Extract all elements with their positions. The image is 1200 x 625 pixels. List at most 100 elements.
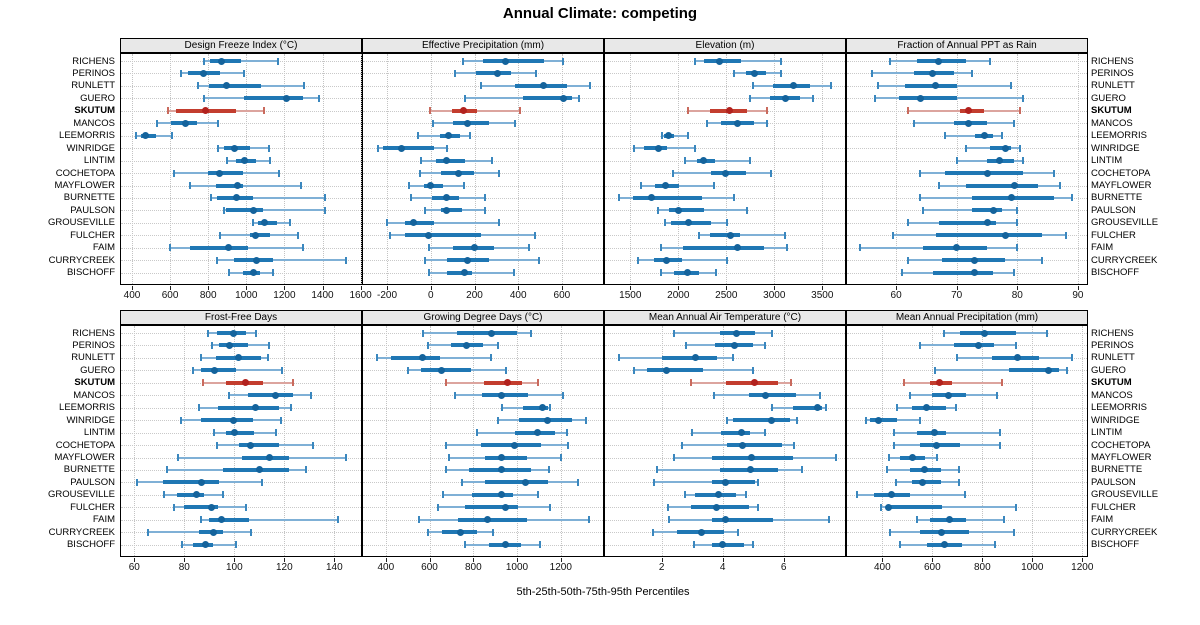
cap-5th — [668, 516, 671, 524]
interval-25th-75th — [210, 59, 242, 63]
median-dot — [260, 219, 268, 227]
median-dot — [249, 269, 257, 277]
station-label-right: WINRIDGE — [1091, 414, 1140, 426]
interval-25th-75th — [241, 455, 290, 460]
cap-95th — [1016, 219, 1019, 227]
axis-tick — [896, 286, 898, 290]
axis-tick — [982, 558, 984, 562]
axis-tick — [882, 558, 884, 562]
station-label-right: LINTIM — [1091, 427, 1123, 439]
axis-tick-label: 120 — [275, 562, 293, 573]
median-dot — [916, 94, 924, 102]
cap-5th — [907, 219, 910, 227]
interval-5th-95th — [200, 518, 338, 521]
station-label-right: GUERO — [1091, 364, 1126, 376]
cap-95th — [785, 244, 788, 252]
cap-95th — [497, 219, 500, 227]
cap-95th — [562, 391, 564, 399]
cap-5th — [377, 144, 380, 152]
gridline-horizontal — [847, 407, 1087, 409]
axis-tick — [630, 286, 632, 290]
median-dot — [980, 132, 988, 140]
cap-5th — [956, 354, 959, 362]
axis-tick — [661, 558, 663, 562]
cap-95th — [280, 366, 283, 374]
cap-95th — [732, 354, 735, 362]
median-dot — [463, 341, 471, 349]
cap-5th — [726, 416, 729, 424]
gridline-vertical — [783, 326, 785, 556]
cap-95th — [756, 478, 759, 486]
station-label-left: WINRIDGE — [66, 414, 115, 426]
cap-95th — [534, 69, 537, 77]
cap-95th — [528, 244, 531, 252]
interval-25th-75th — [163, 480, 220, 485]
interval-25th-75th — [733, 418, 790, 423]
cap-5th — [180, 541, 183, 549]
median-dot — [1001, 144, 1009, 152]
axis-tick-label: 800 — [464, 562, 482, 573]
median-dot — [427, 182, 435, 189]
interval-25th-75th — [239, 443, 280, 447]
interval-25th-75th — [938, 220, 997, 225]
interval-25th-75th — [208, 171, 244, 175]
interval-25th-75th — [464, 505, 519, 510]
cap-95th — [1019, 144, 1022, 152]
cap-5th — [427, 244, 430, 252]
interval-5th-95th — [881, 506, 1016, 509]
station-label-right: FULCHER — [1091, 501, 1136, 513]
cap-95th — [957, 478, 960, 486]
axis-tick — [561, 286, 563, 290]
axis-tick-label: 80 — [1011, 290, 1023, 301]
median-dot — [813, 404, 821, 412]
median-dot — [722, 516, 730, 524]
station-label-left: LINTIM — [83, 155, 115, 167]
median-dot — [501, 541, 509, 549]
median-dot — [538, 404, 546, 412]
interval-25th-75th — [965, 183, 1039, 188]
gridline-horizontal — [363, 185, 603, 187]
median-dot — [425, 231, 433, 239]
median-dot — [697, 528, 705, 536]
axis-tick-label: 6 — [780, 562, 787, 573]
interval-5th-95th — [893, 431, 1000, 434]
gridline-horizontal — [363, 407, 603, 409]
gridline-horizontal — [605, 148, 845, 150]
station-label-left: BURNETTE — [63, 192, 115, 204]
axis-tick-label: 600 — [161, 290, 179, 301]
median-dot — [442, 194, 450, 202]
median-dot — [655, 144, 663, 152]
axis-tick-label: 60 — [128, 562, 140, 573]
cap-95th — [812, 94, 815, 102]
cap-5th — [179, 416, 182, 424]
cap-95th — [491, 157, 493, 165]
cap-95th — [492, 528, 494, 536]
cap-95th — [547, 466, 550, 474]
median-dot — [983, 219, 991, 227]
cap-5th — [228, 391, 231, 399]
cap-95th — [263, 107, 266, 115]
cap-5th — [163, 491, 166, 499]
cap-95th — [936, 454, 939, 461]
interval-25th-75th — [669, 208, 705, 213]
cap-5th — [437, 503, 440, 511]
gridline-vertical — [896, 54, 898, 284]
cap-95th — [1010, 82, 1013, 90]
median-dot — [691, 354, 699, 362]
median-dot — [945, 391, 952, 399]
cap-95th — [562, 57, 564, 65]
median-dot — [230, 144, 238, 152]
gridline-horizontal — [605, 73, 845, 75]
cap-5th — [427, 341, 430, 349]
cap-5th — [858, 244, 861, 252]
cap-5th — [228, 269, 231, 277]
cap-5th — [417, 516, 420, 524]
axis-tick — [184, 558, 186, 562]
cap-5th — [210, 194, 213, 202]
median-dot — [662, 182, 670, 189]
axis-tick-label: 1000 — [235, 290, 258, 301]
median-dot — [539, 82, 547, 90]
interval-25th-75th — [250, 233, 271, 238]
median-dot — [464, 256, 472, 264]
median-dot — [989, 206, 997, 214]
